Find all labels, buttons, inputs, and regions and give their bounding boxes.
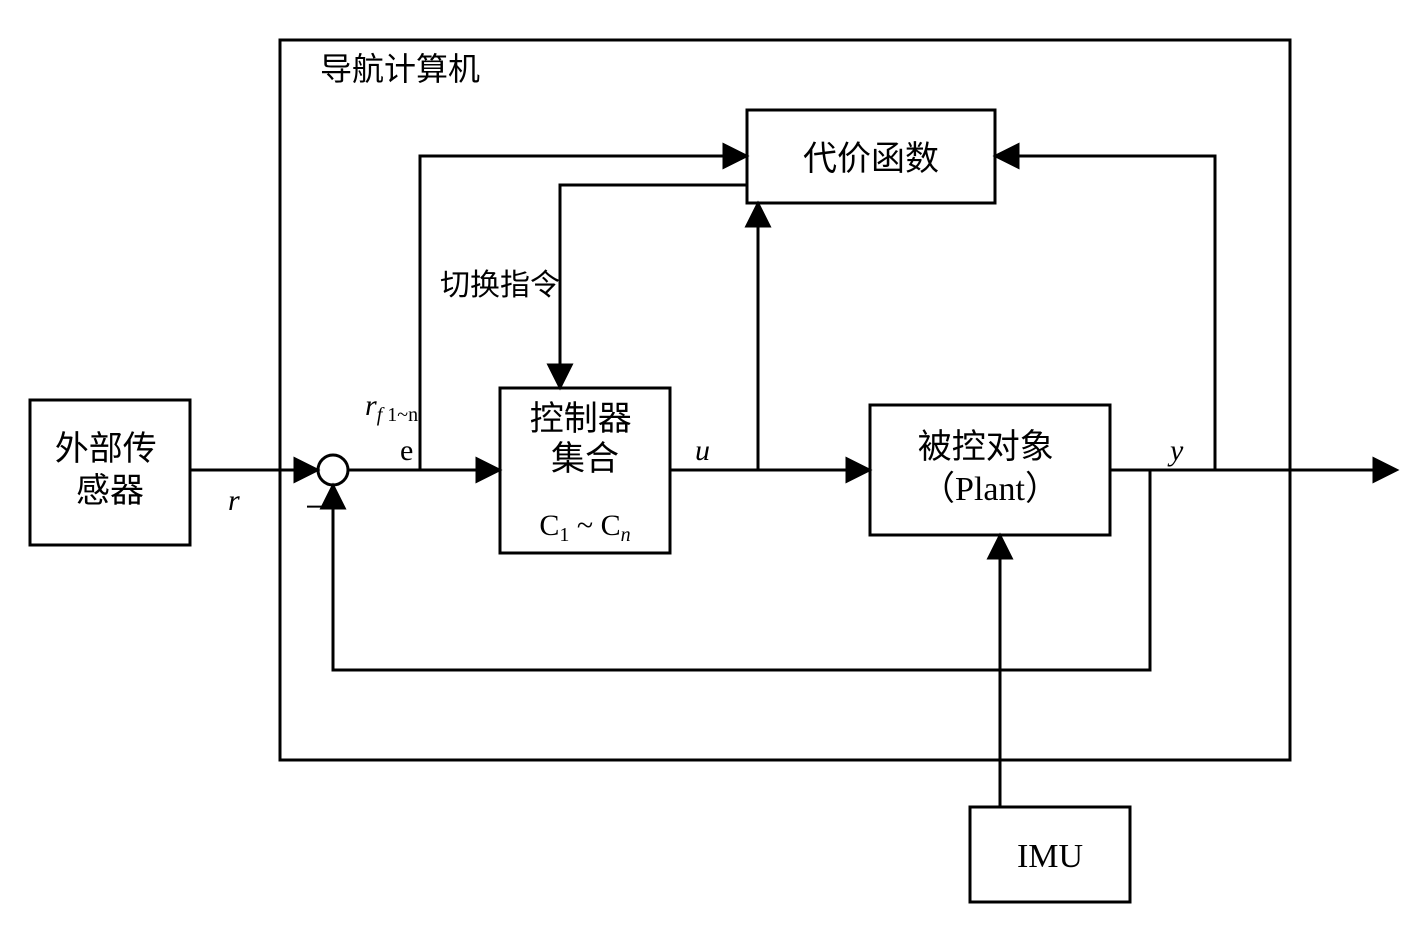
summing-junction — [318, 455, 348, 485]
block-diagram: 导航计算机 外部传 感器 代价函数 控制器 集合 C1 ~ Cn 被控对象 （P… — [0, 0, 1409, 946]
signal-u: u — [695, 434, 710, 467]
signal-rf: rf 1~n — [365, 389, 418, 426]
container-title: 导航计算机 — [320, 51, 480, 87]
summing-minus: − — [305, 484, 328, 529]
signal-r: r — [228, 484, 240, 517]
signal-e: e — [400, 434, 413, 467]
block-plant — [870, 405, 1110, 535]
block-imu-label: IMU — [1017, 838, 1083, 875]
block-controller-set-sublabel: C1 ~ Cn — [539, 509, 630, 546]
signal-y: y — [1167, 434, 1184, 467]
edge-cost-to-controllers — [560, 185, 747, 386]
block-cost-function-label: 代价函数 — [803, 140, 939, 178]
signal-switch-command: 切换指令 — [440, 269, 560, 302]
